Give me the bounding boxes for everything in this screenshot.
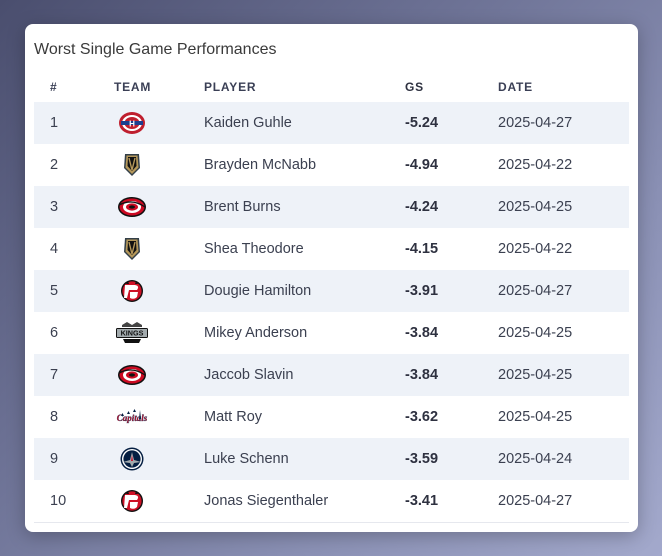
game-date: 2025-04-27 bbox=[498, 270, 629, 312]
table-row[interactable]: 9 Luke Schenn -3.59 2025-04-24 bbox=[34, 438, 629, 480]
game-score-value: -3.41 bbox=[405, 480, 498, 523]
devils-logo-icon bbox=[114, 488, 150, 514]
svg-text:KINGS: KINGS bbox=[121, 329, 144, 338]
column-header-date[interactable]: DATE bbox=[498, 80, 533, 94]
rank-cell: 9 bbox=[34, 438, 114, 480]
card-title: Worst Single Game Performances bbox=[34, 41, 277, 58]
rank-cell: 4 bbox=[50, 241, 59, 257]
game-date: 2025-04-22 bbox=[498, 157, 573, 173]
table-row[interactable]: 1 H Kaiden Guhle -5.24 2025-04-27 bbox=[34, 102, 629, 144]
game-date: 2025-04-25 bbox=[498, 354, 629, 396]
game-date: 2025-04-25 bbox=[498, 409, 573, 425]
team-cell bbox=[114, 228, 204, 270]
devils-logo-icon bbox=[114, 278, 150, 304]
game-score-value: -3.84 bbox=[405, 325, 439, 341]
player-name[interactable]: Jaccob Slavin bbox=[204, 354, 405, 396]
game-date: 2025-04-27 bbox=[498, 102, 629, 144]
team-cell bbox=[114, 186, 204, 228]
kings-logo-icon: KINGS bbox=[114, 320, 150, 346]
svg-text:Capitals: Capitals bbox=[117, 413, 148, 423]
player-name[interactable]: Luke Schenn bbox=[204, 438, 405, 480]
golden-knights-logo-icon bbox=[114, 236, 150, 262]
team-cell: KINGS bbox=[114, 312, 204, 354]
team-cell: Capitals bbox=[114, 396, 204, 438]
rank-cell: 3 bbox=[34, 186, 114, 228]
team-cell bbox=[114, 480, 204, 523]
table-row[interactable]: 6 KINGS Mikey Anderson -3.84 2025-04-25 bbox=[34, 312, 629, 354]
game-score-value: -3.91 bbox=[405, 270, 498, 312]
game-date: 2025-04-25 bbox=[498, 325, 573, 341]
player-name[interactable]: Brent Burns bbox=[204, 186, 405, 228]
player-name[interactable]: Shea Theodore bbox=[204, 241, 304, 257]
team-cell bbox=[114, 270, 204, 312]
game-date: 2025-04-27 bbox=[498, 480, 629, 523]
game-date: 2025-04-25 bbox=[498, 186, 629, 228]
game-score-value: -4.15 bbox=[405, 241, 439, 257]
performance-table: # TEAM PLAYER GS DATE 1 H Kaiden Guhle -5… bbox=[34, 80, 629, 523]
column-header-gs[interactable]: GS bbox=[405, 80, 424, 94]
table-row[interactable]: 8 Capitals Matt Roy -3.62 2025-04-25 bbox=[34, 396, 629, 438]
team-cell: H bbox=[114, 102, 204, 144]
rank-cell: 5 bbox=[34, 270, 114, 312]
column-header-player[interactable]: PLAYER bbox=[204, 80, 257, 94]
player-name[interactable]: Kaiden Guhle bbox=[204, 102, 405, 144]
table-row[interactable]: 2 Brayden McNabb -4.94 2025-04-22 bbox=[34, 144, 629, 186]
player-name[interactable]: Jonas Siegenthaler bbox=[204, 480, 405, 523]
game-score-value: -5.24 bbox=[405, 102, 498, 144]
table-row[interactable]: 3 Brent Burns -4.24 2025-04-25 bbox=[34, 186, 629, 228]
column-header-team[interactable]: TEAM bbox=[114, 80, 152, 94]
game-score-value: -4.94 bbox=[405, 157, 439, 173]
svg-text:H: H bbox=[129, 120, 135, 129]
team-cell bbox=[114, 438, 204, 480]
table-row[interactable]: 5 Dougie Hamilton -3.91 2025-04-27 bbox=[34, 270, 629, 312]
game-date: 2025-04-22 bbox=[498, 241, 573, 257]
table-header-row: # TEAM PLAYER GS DATE bbox=[34, 80, 629, 102]
game-score-value: -3.62 bbox=[405, 409, 439, 425]
jets-logo-icon bbox=[114, 446, 150, 472]
rank-cell: 2 bbox=[50, 157, 59, 173]
team-cell bbox=[114, 354, 204, 396]
canadiens-logo-icon: H bbox=[114, 110, 150, 136]
team-cell bbox=[114, 144, 204, 186]
game-score-value: -4.24 bbox=[405, 186, 498, 228]
table-row[interactable]: 4 Shea Theodore -4.15 2025-04-22 bbox=[34, 228, 629, 270]
golden-knights-logo-icon bbox=[114, 152, 150, 178]
performance-card: Worst Single Game Performances # TEAM PL… bbox=[25, 24, 638, 532]
hurricanes-logo-icon bbox=[114, 194, 150, 220]
rank-cell: 10 bbox=[34, 480, 114, 523]
game-score-value: -3.59 bbox=[405, 438, 498, 480]
player-name[interactable]: Dougie Hamilton bbox=[204, 270, 405, 312]
player-name[interactable]: Brayden McNabb bbox=[204, 157, 317, 173]
capitals-logo-icon: Capitals bbox=[114, 404, 150, 430]
rank-cell: 6 bbox=[50, 325, 59, 341]
table-row[interactable]: 10 Jonas Siegenthaler -3.41 2025-04-27 bbox=[34, 480, 629, 523]
column-header-rank[interactable]: # bbox=[50, 80, 58, 94]
game-score-value: -3.84 bbox=[405, 354, 498, 396]
player-name[interactable]: Mikey Anderson bbox=[204, 325, 308, 341]
hurricanes-logo-icon bbox=[114, 362, 150, 388]
game-date: 2025-04-24 bbox=[498, 438, 629, 480]
rank-cell: 8 bbox=[50, 409, 59, 425]
table-row[interactable]: 7 Jaccob Slavin -3.84 2025-04-25 bbox=[34, 354, 629, 396]
rank-cell: 1 bbox=[34, 102, 114, 144]
player-name[interactable]: Matt Roy bbox=[204, 409, 263, 425]
rank-cell: 7 bbox=[34, 354, 114, 396]
